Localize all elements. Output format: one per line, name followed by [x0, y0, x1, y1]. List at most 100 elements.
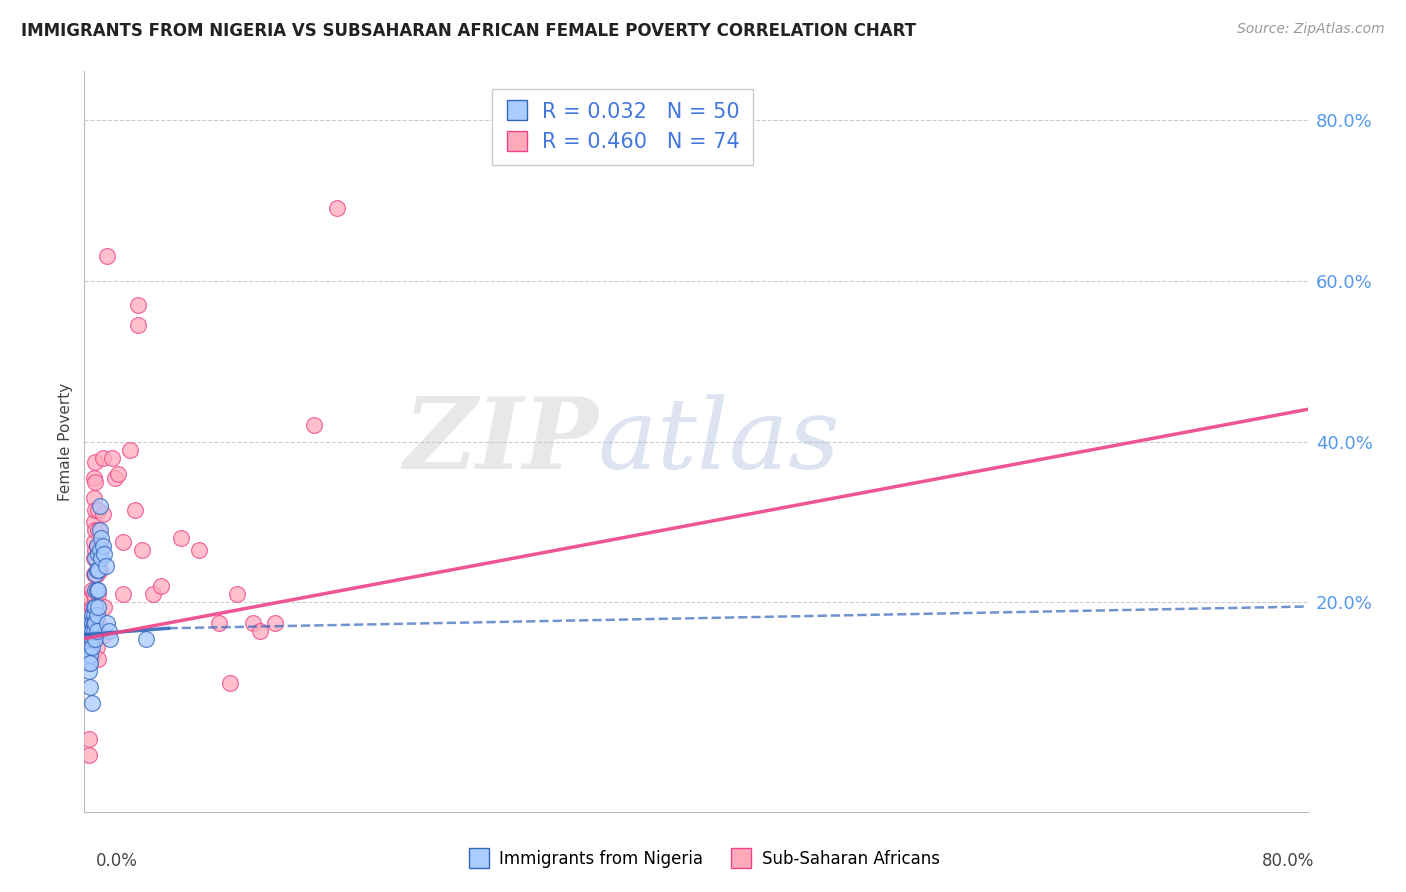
Point	[77, 624, 100, 638]
Point	[79, 680, 101, 694]
Point	[80, 599, 103, 614]
Point	[87, 599, 110, 614]
Point	[242, 615, 264, 630]
Legend: R = 0.032   N = 50, R = 0.460   N = 74: R = 0.032 N = 50, R = 0.460 N = 74	[492, 89, 752, 165]
Point	[120, 442, 142, 457]
Point	[77, 640, 100, 654]
Point	[77, 632, 100, 646]
Point	[80, 615, 103, 630]
Point	[83, 471, 105, 485]
Point	[93, 628, 115, 642]
Point	[87, 563, 110, 577]
Text: 80.0%: 80.0%	[1263, 852, 1315, 870]
Text: Source: ZipAtlas.com: Source: ZipAtlas.com	[1237, 22, 1385, 37]
Point	[87, 523, 110, 537]
Point	[127, 298, 149, 312]
Point	[89, 499, 111, 513]
Point	[93, 547, 115, 561]
Point	[89, 539, 111, 553]
Point	[111, 535, 134, 549]
Point	[93, 599, 115, 614]
Point	[170, 531, 193, 545]
Point	[83, 515, 105, 529]
Text: IMMIGRANTS FROM NIGERIA VS SUBSAHARAN AFRICAN FEMALE POVERTY CORRELATION CHART: IMMIGRANTS FROM NIGERIA VS SUBSAHARAN AF…	[21, 22, 917, 40]
Point	[89, 543, 111, 558]
Point	[77, 732, 100, 747]
Point	[135, 632, 157, 646]
Point	[87, 615, 110, 630]
Point	[83, 551, 105, 566]
Point	[79, 624, 101, 638]
Point	[91, 539, 114, 553]
Point	[84, 567, 107, 582]
Point	[127, 318, 149, 332]
Point	[77, 656, 100, 670]
Point	[249, 624, 271, 638]
Point	[149, 579, 172, 593]
Point	[79, 615, 101, 630]
Point	[86, 583, 108, 598]
Point	[77, 624, 100, 638]
Point	[86, 539, 108, 553]
Point	[79, 632, 101, 646]
Point	[107, 467, 129, 481]
Point	[77, 664, 100, 678]
Point	[86, 624, 108, 638]
Point	[84, 551, 107, 566]
Point	[86, 567, 108, 582]
Point	[84, 503, 107, 517]
Text: ZIP: ZIP	[404, 393, 598, 490]
Point	[111, 587, 134, 601]
Point	[91, 450, 114, 465]
Point	[77, 648, 100, 662]
Point	[91, 507, 114, 521]
Point	[79, 656, 101, 670]
Point	[79, 656, 101, 670]
Point	[142, 587, 165, 601]
Point	[83, 615, 105, 630]
Point	[84, 615, 107, 630]
Text: 0.0%: 0.0%	[96, 852, 138, 870]
Point	[264, 615, 287, 630]
Point	[101, 450, 124, 465]
Point	[86, 555, 108, 569]
Point	[87, 583, 110, 598]
Point	[87, 587, 110, 601]
Point	[131, 543, 153, 558]
Text: atlas: atlas	[598, 394, 841, 489]
Point	[79, 591, 101, 606]
Point	[84, 591, 107, 606]
Point	[124, 503, 146, 517]
Point	[77, 640, 100, 654]
Point	[87, 503, 110, 517]
Point	[89, 563, 111, 577]
Point	[83, 624, 105, 638]
Point	[80, 583, 103, 598]
Point	[218, 676, 240, 690]
Point	[84, 615, 107, 630]
Point	[80, 640, 103, 654]
Point	[80, 607, 103, 622]
Point	[98, 632, 121, 646]
Point	[83, 491, 105, 505]
Point	[83, 607, 105, 622]
Point	[84, 543, 107, 558]
Point	[87, 547, 110, 561]
Point	[84, 567, 107, 582]
Point	[79, 640, 101, 654]
Y-axis label: Female Poverty: Female Poverty	[58, 383, 73, 500]
Point	[84, 583, 107, 598]
Point	[80, 648, 103, 662]
Point	[325, 201, 347, 215]
Point	[80, 632, 103, 646]
Point	[83, 567, 105, 582]
Point	[80, 696, 103, 710]
Point	[188, 543, 211, 558]
Point	[83, 535, 105, 549]
Point	[84, 475, 107, 489]
Point	[86, 583, 108, 598]
Point	[97, 624, 120, 638]
Point	[86, 615, 108, 630]
Point	[86, 607, 108, 622]
Point	[84, 632, 107, 646]
